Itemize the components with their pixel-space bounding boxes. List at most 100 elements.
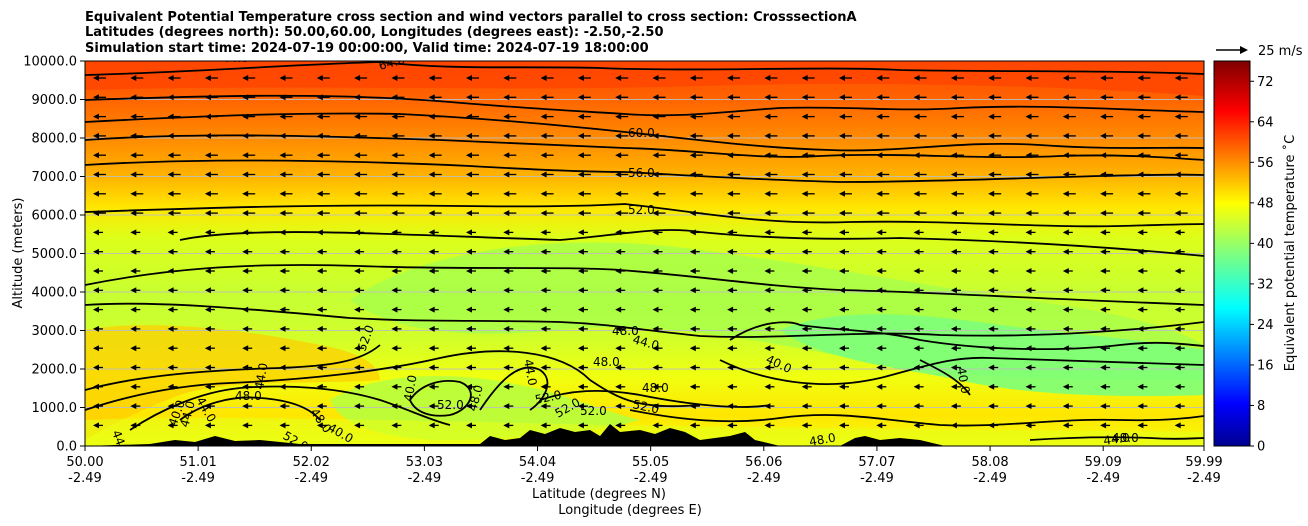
x-tick-label-longitude: -2.49 [294, 471, 328, 486]
contour-label: 48.0 [612, 324, 639, 338]
wind-vector-head [466, 364, 472, 371]
wind-vector-head [316, 306, 323, 313]
contour-56 [85, 159, 1204, 183]
wind-vector-head [876, 306, 883, 313]
wind-vector-head [577, 113, 584, 120]
theta-e-regions [85, 61, 1204, 446]
wind-vector-head [615, 113, 622, 120]
wind-vector-head [1100, 268, 1107, 274]
wind-vector-head [391, 287, 398, 294]
wind-vector-head [689, 325, 696, 332]
wind-vector-head [577, 229, 584, 236]
contour-label: 48.0 [235, 389, 262, 403]
wind-vector-head [727, 75, 734, 81]
wind-vector-head [466, 422, 472, 429]
wind-vector-head [204, 132, 211, 139]
wind-vector-head [316, 75, 323, 81]
wind-vector-head [428, 422, 435, 429]
wind-vector-head [727, 422, 734, 429]
wind-vector-head [988, 268, 995, 274]
wind-vector-head [391, 113, 398, 120]
wind-vector-head [391, 210, 398, 217]
wind-vector-head [689, 268, 696, 274]
wind-vector-head [93, 403, 99, 410]
wind-vector-head [950, 229, 957, 236]
wind-vector-head [466, 132, 472, 139]
wind-vector-head [577, 325, 584, 332]
wind-vector-head [242, 190, 249, 197]
wind-vector-head [1137, 325, 1144, 332]
wind-vector-head [988, 75, 995, 81]
wind-vector-head [1062, 152, 1069, 159]
contour-label: 52.0 [534, 388, 563, 407]
wind-vector-head [279, 152, 286, 159]
wind-vector-head [839, 403, 845, 410]
wind-vector-head [130, 345, 137, 352]
contour-40-right [919, 359, 971, 396]
wind-vector-head [615, 383, 622, 390]
contour-label: 48.0 [642, 381, 669, 395]
wind-vector-head [1062, 325, 1069, 332]
wind-vector-head [801, 345, 808, 352]
wind-vector-head [1100, 364, 1107, 371]
wind-vector-head [428, 132, 435, 139]
wind-vector-head [503, 94, 510, 101]
wind-vector-head [876, 364, 883, 371]
wind-vector-head [1137, 306, 1144, 313]
wind-vector-head [93, 229, 99, 236]
wind-vector-head [1174, 190, 1181, 197]
wind-vector-head [503, 190, 510, 197]
wind-vector-head [204, 268, 211, 274]
wind-vector-head [466, 75, 472, 81]
wind-vector-head [1137, 345, 1144, 352]
wind-vector-head [466, 268, 472, 274]
wind-vector-head [1137, 403, 1144, 410]
wind-vector-head [428, 113, 435, 120]
wind-vector-head [466, 171, 472, 178]
contour-60-upper [85, 94, 1204, 117]
contour-44-lower [719, 356, 1204, 385]
wind-vector-head [950, 268, 957, 274]
wind-vector-head [540, 113, 547, 120]
wind-vector-head [1062, 94, 1069, 101]
colorbar-ticks: 0 8 16 24 32 40 48 56 64 72 [1250, 75, 1274, 455]
wind-vector-head [764, 345, 771, 352]
x-tick-label-latitude: 58.08 [971, 455, 1008, 470]
wind-vector-head [93, 190, 99, 197]
wind-vector-head [801, 248, 808, 255]
wind-vector-head [1062, 190, 1069, 197]
contour-label: 44.0 [222, 51, 249, 65]
wind-vector-head [503, 268, 510, 274]
wind-vector-head [839, 171, 845, 178]
wind-vector-head [764, 306, 771, 313]
wind-vector-head [689, 152, 696, 159]
wind-key: 25 m/s [1216, 44, 1303, 59]
y-tick-label: 4000.0 [32, 286, 78, 301]
wind-vector-head [391, 383, 398, 390]
wind-vector-head [950, 152, 957, 159]
wind-vector-head [1025, 383, 1032, 390]
wind-vector-head [615, 152, 622, 159]
wind-vector-head [279, 325, 286, 332]
contour-label: 48.0 [593, 355, 620, 369]
wind-vector-head [354, 345, 361, 352]
wind-vector-head [876, 171, 883, 178]
wind-vector-head [876, 113, 883, 120]
wind-vector-head [503, 248, 510, 255]
x-tick-label-longitude: -2.49 [521, 471, 555, 486]
wind-vector-head [764, 75, 771, 81]
contour-label: 56.0 [628, 166, 655, 180]
contour-52-left [85, 344, 381, 391]
wind-vector-head [130, 287, 137, 294]
wind-vector-head [391, 306, 398, 313]
wind-vector-head [316, 190, 323, 197]
wind-vector-head [1174, 383, 1181, 390]
wind-vector-head [876, 422, 883, 429]
wind-vector-head [354, 229, 361, 236]
wind-vector-head [354, 113, 361, 120]
wind-vector-head [876, 210, 883, 217]
wind-vector-head [316, 403, 323, 410]
wind-vector-head [93, 94, 99, 101]
wind-vector-head [801, 403, 808, 410]
wind-vector-head [764, 383, 771, 390]
